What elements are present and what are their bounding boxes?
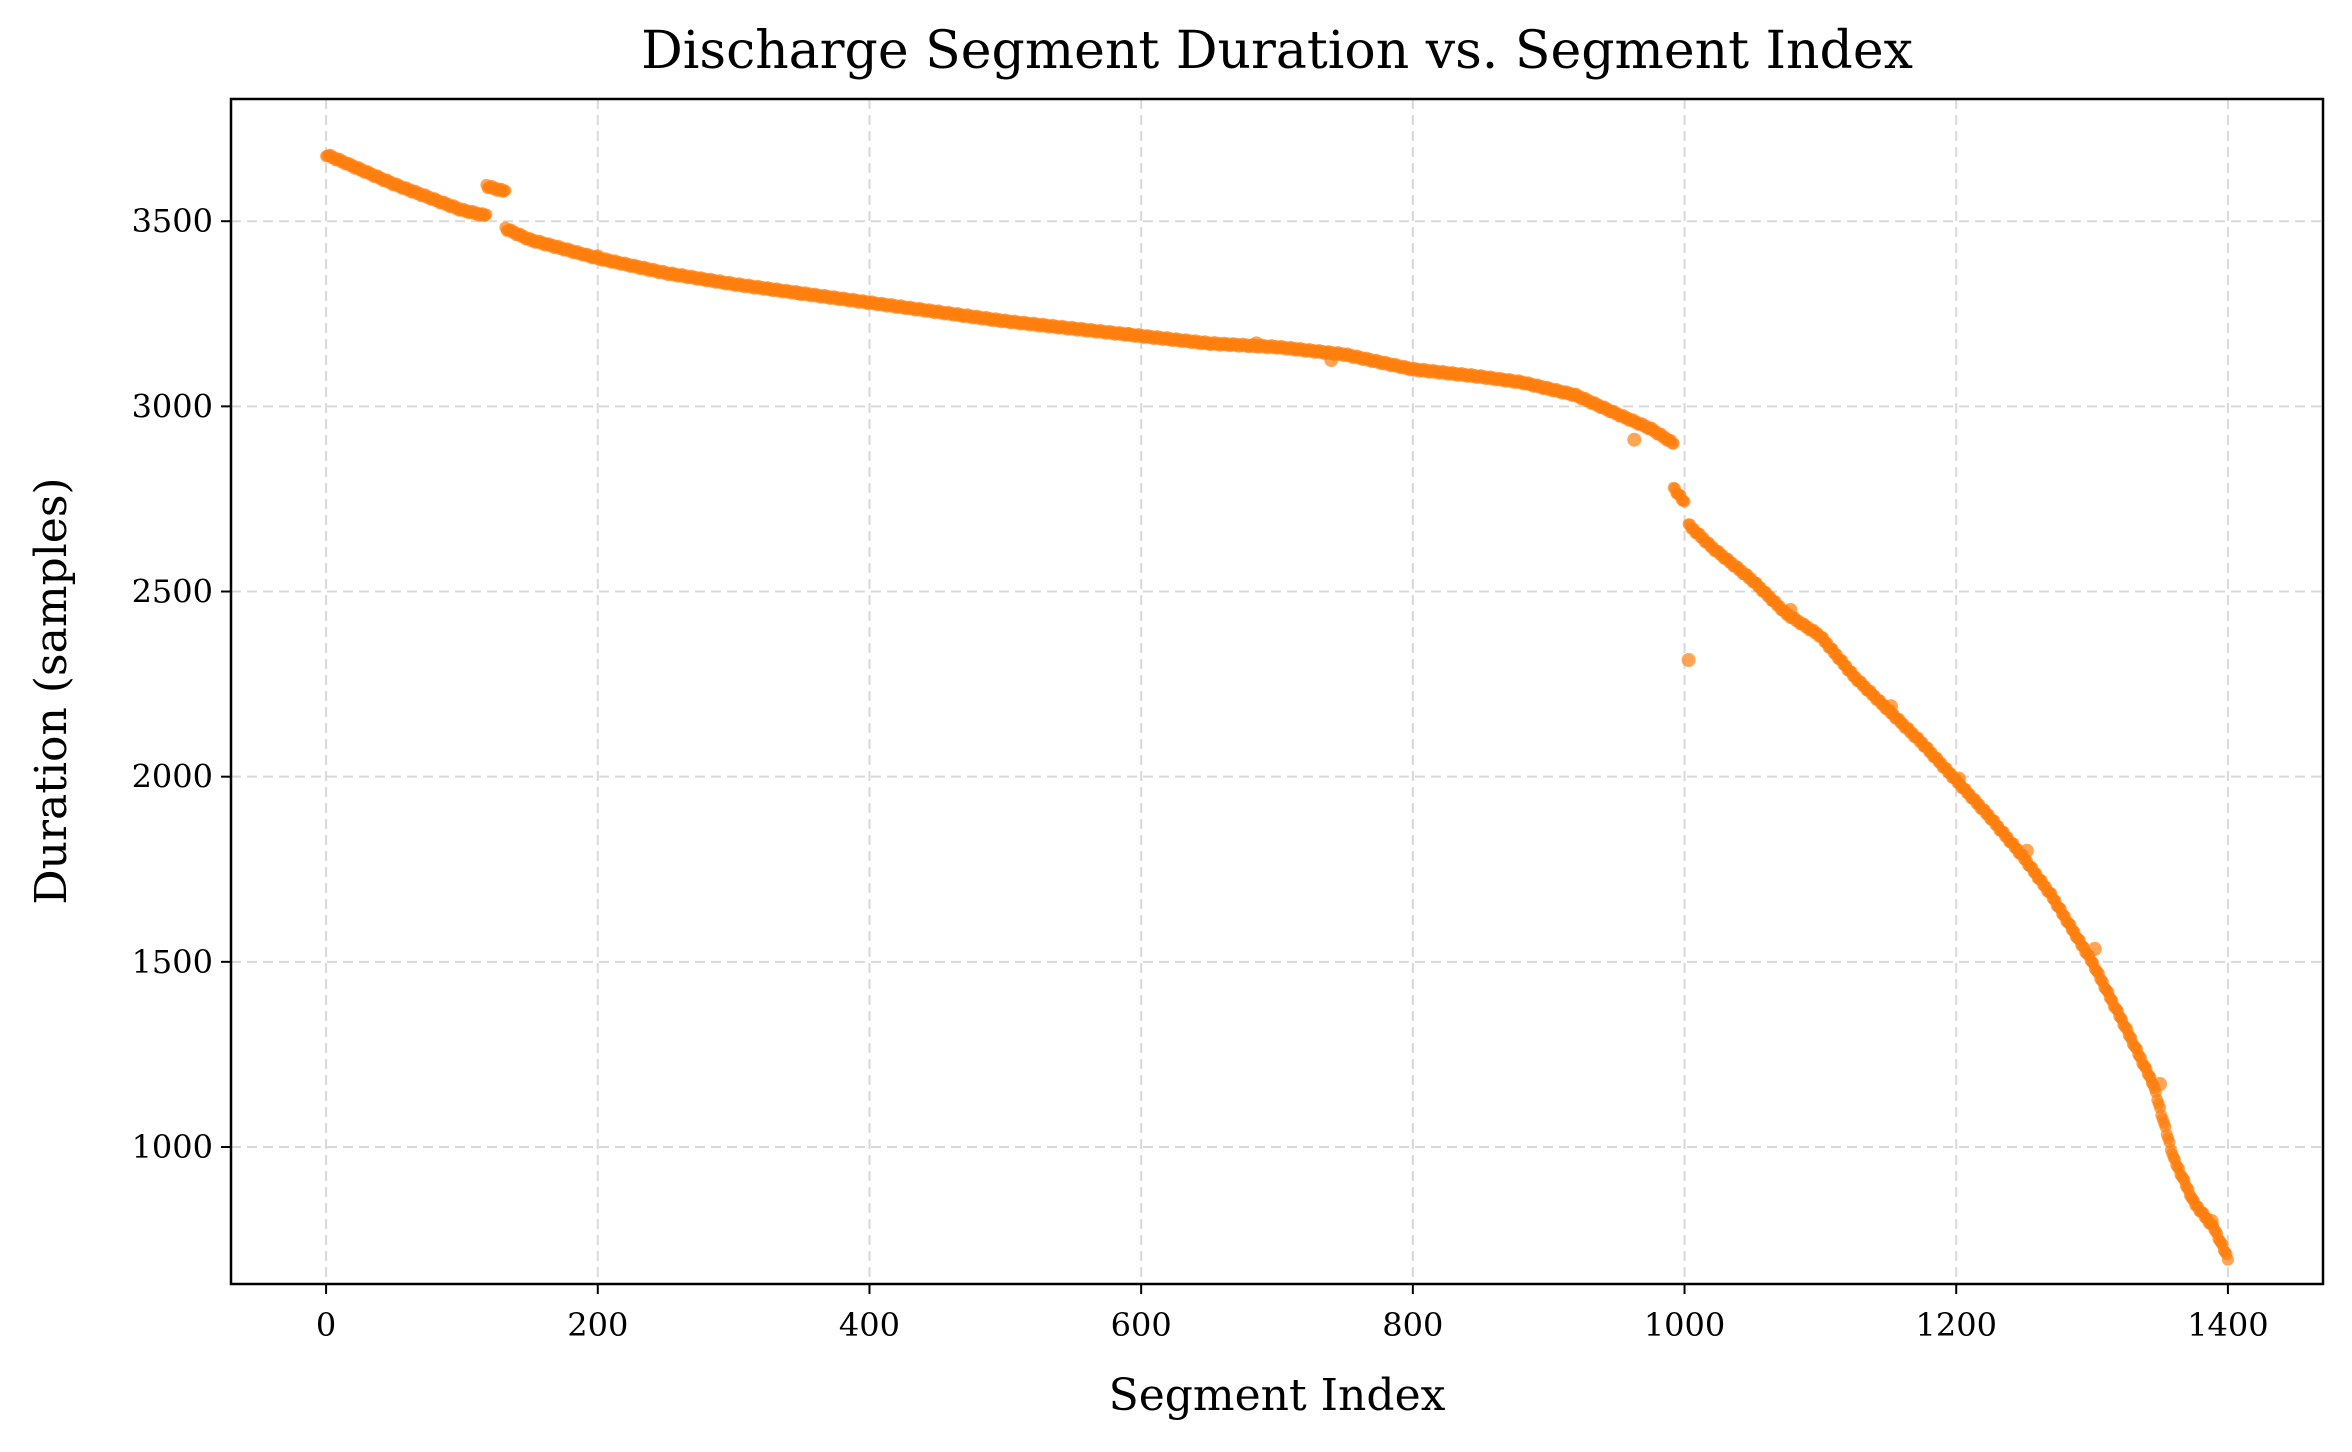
data-point xyxy=(499,184,512,197)
y-axis-label: Duration (samples) xyxy=(26,477,77,904)
x-tick-label: 1000 xyxy=(1644,1306,1725,1344)
x-tick-label: 1200 xyxy=(1916,1306,1997,1344)
data-point xyxy=(1249,336,1264,351)
x-tick-label: 200 xyxy=(567,1306,628,1344)
grid xyxy=(231,99,2323,1284)
x-tick-label: 600 xyxy=(1111,1306,1172,1344)
y-tick-label: 1000 xyxy=(132,1128,213,1166)
plot-frame xyxy=(229,97,2325,1286)
x-tick-label: 800 xyxy=(1382,1306,1443,1344)
x-tick-label: 0 xyxy=(316,1306,336,1344)
data-points xyxy=(320,148,2234,1266)
y-tick-label: 2500 xyxy=(132,573,213,611)
chart-title: Discharge Segment Duration vs. Segment I… xyxy=(641,21,1913,81)
data-point xyxy=(1627,432,1642,447)
data-point xyxy=(2204,1214,2219,1228)
data-point xyxy=(590,249,605,264)
data-point xyxy=(1667,437,1680,450)
y-tick-label: 1500 xyxy=(132,943,213,981)
data-point xyxy=(2019,843,2034,858)
x-tick-label: 400 xyxy=(839,1306,900,1344)
data-point xyxy=(1120,327,1135,342)
y-tick-label: 2000 xyxy=(132,758,213,796)
data-point xyxy=(2087,941,2102,956)
data-point xyxy=(1951,771,1966,786)
data-point xyxy=(1783,603,1798,617)
data-point xyxy=(791,286,806,301)
y-tick-label: 3500 xyxy=(132,202,213,240)
data-point xyxy=(2153,1077,2167,1091)
x-axis-label: Segment Index xyxy=(1109,1370,1446,1421)
data-point xyxy=(1681,653,1696,667)
y-axis-ticks: 1000 1500 2000 2500 3000 3500 xyxy=(132,202,231,1166)
x-tick-label: 1400 xyxy=(2187,1306,2268,1344)
data-point xyxy=(1678,495,1691,508)
y-tick-label: 3000 xyxy=(132,387,213,425)
data-point xyxy=(480,208,493,221)
data-point xyxy=(2221,1253,2234,1266)
data-point xyxy=(1324,353,1339,368)
data-point xyxy=(1884,699,1898,714)
x-axis-ticks: 0 200 400 600 800 1000 1200 1400 xyxy=(316,1284,2269,1344)
